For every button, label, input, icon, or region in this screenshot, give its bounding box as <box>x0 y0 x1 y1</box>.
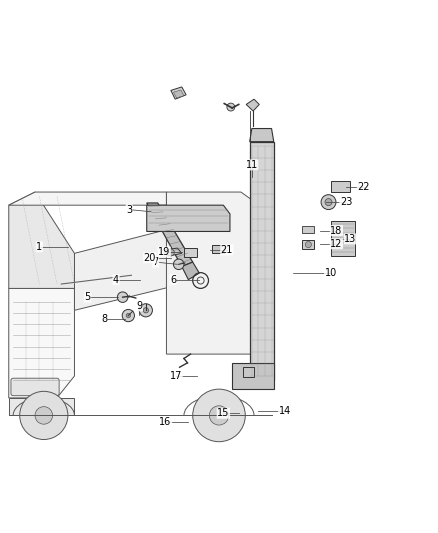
Polygon shape <box>184 248 197 257</box>
Polygon shape <box>9 288 74 398</box>
Polygon shape <box>212 245 224 253</box>
Text: 17: 17 <box>170 371 182 381</box>
Polygon shape <box>331 221 355 255</box>
Bar <box>243 367 254 377</box>
Text: 10: 10 <box>325 268 337 278</box>
Text: 11: 11 <box>246 160 258 170</box>
Text: 12: 12 <box>330 239 343 249</box>
Circle shape <box>126 313 131 318</box>
Circle shape <box>325 199 332 206</box>
Circle shape <box>143 308 148 313</box>
Polygon shape <box>173 90 184 98</box>
Polygon shape <box>171 87 186 99</box>
Circle shape <box>209 406 229 425</box>
Polygon shape <box>302 226 314 233</box>
Circle shape <box>227 103 235 111</box>
Text: 1: 1 <box>36 242 42 252</box>
Text: 14: 14 <box>279 406 291 416</box>
Polygon shape <box>302 240 314 249</box>
Text: 13: 13 <box>344 234 357 244</box>
Circle shape <box>122 310 134 322</box>
Polygon shape <box>166 192 272 354</box>
Circle shape <box>117 292 128 302</box>
Text: 3: 3 <box>126 205 132 215</box>
Polygon shape <box>9 398 74 415</box>
Polygon shape <box>147 203 193 266</box>
Polygon shape <box>9 192 74 288</box>
Text: 21: 21 <box>221 245 233 255</box>
Text: 5: 5 <box>85 292 91 302</box>
Text: 7: 7 <box>152 257 159 267</box>
Polygon shape <box>250 128 274 142</box>
Text: 18: 18 <box>330 225 343 236</box>
Text: 16: 16 <box>159 417 172 427</box>
Text: 19: 19 <box>158 247 170 257</box>
Text: 15: 15 <box>217 408 230 418</box>
Circle shape <box>321 195 336 209</box>
Circle shape <box>20 391 68 440</box>
Polygon shape <box>232 363 274 389</box>
Polygon shape <box>74 214 254 310</box>
Polygon shape <box>331 181 350 192</box>
Text: 9: 9 <box>136 301 142 311</box>
Circle shape <box>305 241 311 248</box>
Circle shape <box>139 304 152 317</box>
Text: 4: 4 <box>113 274 119 285</box>
Circle shape <box>193 389 245 442</box>
Polygon shape <box>164 248 182 256</box>
Text: 6: 6 <box>170 274 176 285</box>
Polygon shape <box>147 205 230 231</box>
FancyBboxPatch shape <box>11 378 59 395</box>
Text: 23: 23 <box>340 197 352 207</box>
Text: 22: 22 <box>357 182 370 192</box>
Text: 20: 20 <box>144 253 156 263</box>
Polygon shape <box>246 99 259 111</box>
Circle shape <box>167 249 174 256</box>
Circle shape <box>173 259 184 270</box>
Polygon shape <box>250 142 274 381</box>
Text: 8: 8 <box>101 314 107 324</box>
Polygon shape <box>182 262 199 280</box>
Circle shape <box>35 407 53 424</box>
Polygon shape <box>9 192 166 205</box>
